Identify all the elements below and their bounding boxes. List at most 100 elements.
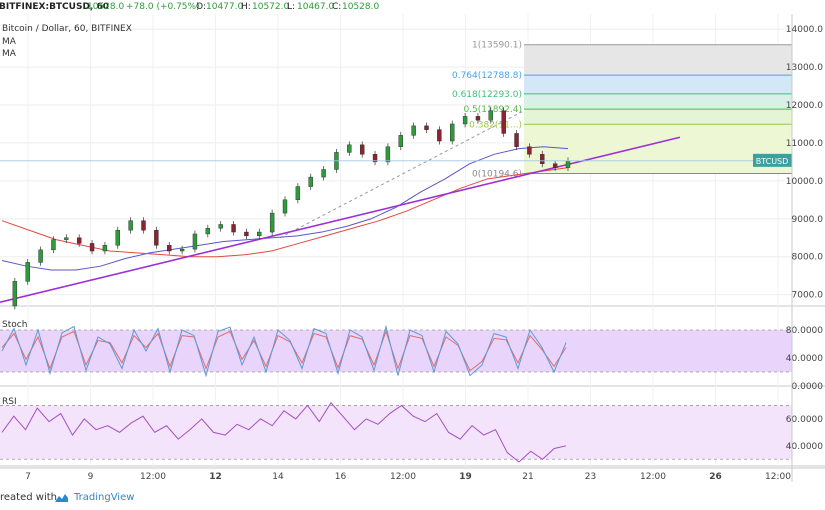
candle-body	[179, 248, 185, 252]
made-with-text: reated with	[0, 492, 57, 503]
fib-level-label: 0.618(12293.0)	[452, 90, 522, 100]
price-tick-label: 12000.0	[786, 101, 823, 111]
last-price-badge	[753, 153, 792, 167]
candle-body	[514, 133, 519, 147]
candle-body	[25, 262, 30, 282]
time-axis[interactable]: 7 9 12:00 12 14 16 12:00 19 21 23 12:00 26 12:00	[0, 467, 825, 482]
stoch-label[interactable]: Stoch	[2, 320, 27, 330]
candle-body	[308, 176, 313, 187]
time-tick-label: 23	[585, 472, 596, 482]
candle-body	[385, 146, 391, 163]
change-value: +78.0 (+0.75%)	[126, 2, 200, 12]
candle-body	[205, 228, 211, 235]
h-label: H:	[241, 2, 251, 12]
candle-body	[359, 144, 365, 155]
candle-body	[437, 129, 442, 142]
price-tick-label: 11000.0	[786, 139, 823, 149]
candle-body	[244, 231, 249, 237]
candle-body	[501, 110, 506, 134]
stoch-tick-label: 0.0000	[792, 382, 824, 392]
fib-level-label: 0.764(12788.8)	[452, 71, 522, 81]
ma-label-1[interactable]: MA	[2, 37, 17, 47]
ma-label-2[interactable]: MA	[2, 49, 17, 59]
candle-body	[51, 239, 56, 251]
fib-level-label: 1(13590.1)	[472, 41, 522, 51]
time-tick-label: 12:00	[640, 472, 666, 482]
l-label: L:	[287, 2, 295, 12]
time-tick-label: 12:00	[765, 472, 791, 482]
fibonacci-retracement[interactable]: 1(13590.1) 0.764(12788.8) 0.618(12293.0) 0.…	[279, 41, 792, 239]
c-label: C:	[332, 2, 341, 12]
time-tick-label: 21	[522, 472, 533, 482]
candle-body	[269, 212, 275, 233]
rsi-line	[1, 401, 567, 463]
price-tick-label: 10000.0	[786, 177, 823, 187]
candle-body	[347, 144, 352, 153]
candle-body	[295, 186, 301, 201]
candle-body	[38, 249, 43, 263]
candle-body	[154, 229, 159, 246]
chart-description: Bitcoin / Dollar, 60, BITFINEX	[2, 24, 132, 34]
candle-body	[102, 245, 108, 252]
time-tick-label: 12	[209, 472, 222, 482]
candle-body	[372, 154, 378, 163]
time-tick-label: 12:00	[390, 472, 416, 482]
candle-body	[192, 233, 198, 250]
price-tick-label: 8000.0	[792, 253, 824, 263]
ma-slow-line	[1, 167, 569, 258]
candle-body	[115, 229, 120, 246]
candle-body	[424, 125, 429, 130]
o-value: 10477.0	[206, 2, 243, 12]
candle-body	[475, 116, 481, 121]
candle-body	[398, 135, 403, 147]
candle-body	[257, 231, 262, 237]
time-tick-label: 26	[709, 472, 722, 482]
candle-body	[64, 237, 69, 240]
fib-zone	[524, 75, 792, 94]
price-pane[interactable]: BTCUSD	[0, 107, 792, 310]
fib-connector	[279, 110, 525, 239]
candle-body	[462, 116, 468, 125]
open-value: 10528.0	[87, 2, 124, 12]
price-tick-label: 7000.0	[792, 291, 824, 301]
candle-body	[167, 245, 172, 252]
time-tick-label: 7	[25, 472, 31, 482]
stoch-tick-label: 40.0000	[786, 354, 823, 364]
time-tick-label: 14	[272, 472, 284, 482]
c-value: 10528.0	[342, 2, 379, 12]
chart-grid	[0, 14, 825, 467]
price-axis[interactable]: 14000.0 13000.0 12000.0 11000.0 10000.0 9000.…	[786, 14, 823, 482]
stoch-tick-label: 80.0000	[786, 326, 823, 336]
rsi-pane[interactable]: 60.0000 40.0000	[0, 401, 823, 463]
stoch-pane[interactable]: 80.0000 40.0000 0.0000	[0, 324, 824, 392]
stoch-k-line	[1, 324, 567, 378]
o-label: O:	[196, 2, 206, 12]
candle-body	[282, 199, 288, 214]
fib-zone	[524, 44, 792, 76]
stoch-d-line	[1, 329, 567, 372]
price-tick-label: 9000.0	[792, 215, 824, 225]
rsi-band	[0, 405, 792, 460]
fib-zone	[524, 109, 792, 125]
ma-fast-line	[1, 146, 569, 271]
fib-level-label: 0.382(11...)	[469, 120, 522, 130]
candle-body	[141, 220, 146, 231]
rsi-tick-label: 40.0000	[786, 442, 823, 452]
candle-body	[231, 224, 236, 233]
time-tick-label: 9	[88, 472, 94, 482]
candle-body	[565, 160, 571, 168]
rsi-tick-label: 60.0000	[786, 415, 823, 425]
time-tick-label: 16	[335, 472, 347, 482]
tradingview-link[interactable]: TradingView	[74, 492, 135, 503]
candle-body	[552, 163, 558, 168]
rsi-label[interactable]: RSI	[2, 397, 17, 407]
candle-body	[89, 243, 95, 252]
candle-body	[218, 224, 223, 229]
candle-body	[128, 220, 133, 231]
l-value: 10467.0	[297, 2, 334, 12]
symbol-label[interactable]: BITFINEX:BTCUSD, 60	[0, 2, 109, 12]
price-tick-label: 13000.0	[786, 63, 823, 73]
fib-zone	[524, 93, 792, 110]
fib-level-label: 0(10194.6)	[472, 169, 522, 179]
candle-body	[527, 146, 532, 155]
